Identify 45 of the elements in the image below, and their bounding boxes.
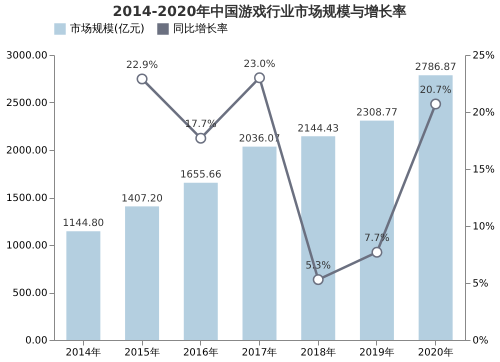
y2-tick-label: 20%	[472, 108, 495, 118]
data-label: 22.9%	[126, 60, 158, 71]
y-tick-label: 1500.00	[6, 193, 48, 204]
bar	[418, 75, 453, 340]
data-label: 1655.66	[180, 170, 222, 181]
data-label: 1407.20	[121, 193, 163, 204]
y-tick-label: 2000.00	[6, 146, 48, 156]
x-tick-label: 2019年	[359, 346, 395, 358]
x-tick-label: 2017年	[242, 346, 278, 358]
y2-tick-label: 10%	[472, 222, 495, 232]
y2-tick-label: 5%	[472, 278, 488, 290]
legend-label: 市场规模(亿元)	[70, 22, 145, 35]
bar	[360, 120, 394, 340]
y2-tick-label: 15%	[472, 164, 495, 176]
x-tick-label: 2015年	[124, 346, 160, 358]
x-tick-label: 2016年	[183, 346, 219, 358]
bar	[66, 231, 100, 340]
bar	[184, 182, 218, 340]
data-label: 1144.80	[62, 218, 104, 230]
y-tick-label: 0.00	[25, 336, 48, 346]
point	[195, 132, 206, 144]
bar	[125, 206, 160, 340]
point	[430, 98, 442, 110]
x-tick-label: 2020年	[418, 346, 454, 358]
x-tick-label: 2014年	[66, 346, 102, 358]
y-tick-label: 1000.00	[6, 240, 48, 252]
y2-tick-label: 0%	[472, 336, 488, 346]
bar	[242, 146, 276, 340]
point	[312, 274, 324, 286]
data-label: 23.0%	[244, 58, 276, 70]
data-label: 2144.43	[298, 123, 339, 134]
bar	[301, 136, 336, 340]
y2-tick-label: 25%	[472, 50, 495, 62]
data-label: 2786.87	[414, 62, 456, 74]
y-tick-label: 500.00	[12, 288, 48, 299]
y-tick-label: 3000.00	[6, 50, 48, 62]
point	[371, 246, 382, 258]
point	[136, 73, 148, 84]
point	[254, 72, 265, 84]
data-label: 20.7%	[420, 85, 452, 96]
chart-title: 2014-2020年中国游戏行业市场规模与增长率	[112, 3, 406, 20]
x-tick-label: 2018年	[300, 346, 336, 358]
legend-label: 同比增长率	[173, 22, 228, 35]
data-label: 2308.77	[356, 108, 398, 119]
y-tick-label: 2500.00	[6, 98, 48, 109]
